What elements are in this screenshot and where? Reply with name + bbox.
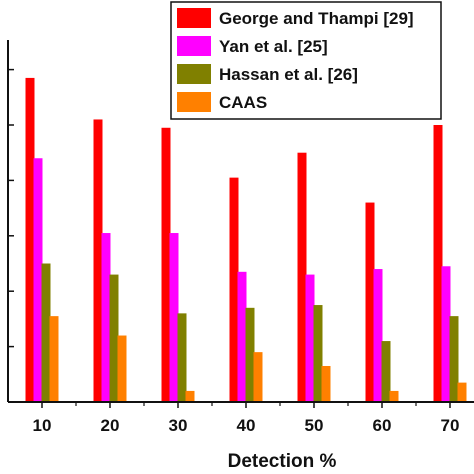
bar-0-1 bbox=[93, 119, 103, 403]
bar-3-0 bbox=[49, 316, 59, 402]
legend-swatch-2 bbox=[177, 64, 211, 84]
bar-2-0 bbox=[41, 263, 51, 402]
bar-0-3 bbox=[229, 177, 239, 402]
legend-swatch-1 bbox=[177, 36, 211, 56]
x-tick-label-2: 30 bbox=[169, 416, 188, 435]
bar-2-3 bbox=[245, 307, 255, 402]
bar-1-2 bbox=[169, 233, 179, 402]
x-tick-label-6: 70 bbox=[441, 416, 460, 435]
bars-layer bbox=[25, 77, 467, 403]
bar-3-1 bbox=[117, 335, 127, 402]
x-tick-label-5: 60 bbox=[373, 416, 392, 435]
legend-label-0: George and Thampi [29] bbox=[219, 9, 414, 28]
y-ticks bbox=[8, 68, 14, 403]
bar-2-2 bbox=[177, 313, 187, 402]
bar-1-6 bbox=[441, 266, 451, 402]
legend-box bbox=[170, 1, 442, 120]
legend-entries: George and Thampi [29] Yan et al. [25] Has… bbox=[177, 8, 414, 112]
bar-0-5 bbox=[365, 202, 375, 402]
bar-1-5 bbox=[373, 269, 383, 402]
bar-0-6 bbox=[433, 125, 443, 402]
legend-label-3: CAAS bbox=[219, 93, 267, 112]
legend-swatch-0 bbox=[177, 8, 211, 28]
x-tick-label-3: 40 bbox=[237, 416, 256, 435]
bar-3-3 bbox=[253, 352, 263, 402]
bar-2-5 bbox=[381, 341, 391, 402]
bar-3-5 bbox=[389, 390, 399, 402]
bar-2-1 bbox=[109, 274, 119, 402]
x-ticks: 10 20 30 40 50 60 70 bbox=[33, 402, 460, 435]
bar-0-4 bbox=[297, 152, 307, 402]
bar-3-4 bbox=[321, 365, 331, 402]
bar-2-4 bbox=[313, 305, 323, 402]
bar-0-2 bbox=[161, 127, 171, 403]
bar-3-2 bbox=[185, 390, 195, 402]
bar-1-1 bbox=[101, 233, 111, 402]
x-tick-label-0: 10 bbox=[33, 416, 52, 435]
bar-0-0 bbox=[25, 77, 35, 402]
bar-1-3 bbox=[237, 271, 247, 402]
legend: George and Thampi [29] Yan et al. [25] Has… bbox=[170, 1, 442, 120]
legend-label-1: Yan et al. [25] bbox=[219, 37, 328, 56]
x-axis-title: Detection % bbox=[228, 451, 337, 472]
bar-1-0 bbox=[33, 158, 43, 402]
x-tick-label-1: 20 bbox=[101, 416, 120, 435]
legend-swatch-3 bbox=[177, 92, 211, 112]
bar-2-6 bbox=[449, 316, 459, 402]
bar-3-6 bbox=[457, 382, 467, 402]
bar-1-4 bbox=[305, 274, 315, 402]
x-tick-label-4: 50 bbox=[305, 416, 324, 435]
legend-label-2: Hassan et al. [26] bbox=[219, 65, 358, 84]
